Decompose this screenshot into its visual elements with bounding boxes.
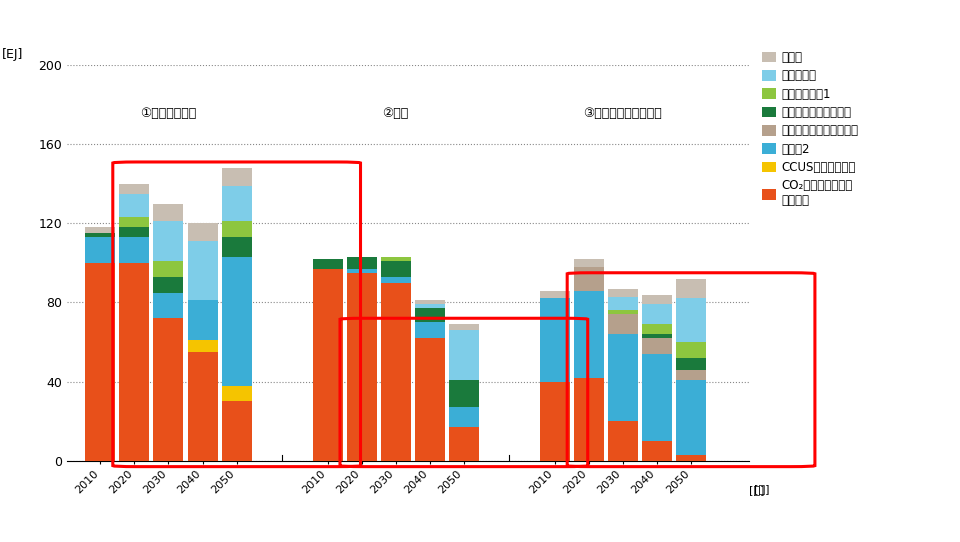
- Bar: [449, 407, 479, 427]
- Bar: [119, 193, 150, 217]
- Bar: [222, 221, 252, 237]
- Bar: [154, 221, 183, 261]
- Bar: [676, 370, 706, 379]
- Bar: [119, 237, 150, 263]
- Bar: [642, 441, 672, 461]
- Bar: [676, 342, 706, 358]
- Bar: [574, 291, 604, 378]
- Bar: [676, 379, 706, 455]
- Bar: [187, 241, 218, 300]
- Bar: [222, 401, 252, 461]
- Bar: [676, 299, 706, 342]
- Bar: [85, 227, 115, 233]
- Bar: [154, 318, 183, 461]
- Bar: [154, 277, 183, 293]
- Text: [年]: [年]: [749, 485, 764, 495]
- Bar: [187, 340, 218, 352]
- Bar: [313, 259, 343, 269]
- Bar: [642, 324, 672, 334]
- Text: [EJ]: [EJ]: [2, 48, 23, 61]
- Bar: [449, 324, 479, 330]
- Bar: [676, 358, 706, 370]
- Bar: [574, 378, 604, 461]
- Bar: [540, 291, 569, 299]
- Bar: [642, 354, 672, 441]
- Bar: [449, 379, 479, 407]
- Bar: [574, 259, 604, 267]
- Bar: [608, 288, 637, 296]
- Bar: [449, 330, 479, 379]
- Text: ②運輸: ②運輸: [383, 107, 409, 120]
- Bar: [222, 168, 252, 186]
- Bar: [222, 257, 252, 385]
- Bar: [119, 263, 150, 461]
- Bar: [540, 382, 569, 461]
- Bar: [676, 279, 706, 299]
- Bar: [347, 257, 376, 269]
- Bar: [222, 186, 252, 221]
- Bar: [381, 283, 411, 461]
- Bar: [642, 305, 672, 324]
- Bar: [85, 237, 115, 263]
- Bar: [415, 322, 444, 338]
- Bar: [642, 334, 672, 338]
- Bar: [154, 203, 183, 221]
- Bar: [347, 273, 376, 461]
- Bar: [187, 300, 218, 340]
- Bar: [347, 269, 376, 273]
- Legend: その他, 水素ベース, 他の再エネ＊1, 新型バイオエネルギー, 在来型バイオエネルギー, 電気＊2, CCUS付き化石燃料, CO₂削減対策なしの
化石燃料: その他, 水素ベース, 他の再エネ＊1, 新型バイオエネルギー, 在来型バイオエ…: [761, 51, 858, 208]
- Bar: [119, 227, 150, 237]
- Bar: [222, 237, 252, 257]
- Bar: [85, 263, 115, 461]
- Bar: [222, 385, 252, 401]
- Bar: [154, 293, 183, 318]
- Bar: [574, 267, 604, 291]
- Bar: [415, 300, 444, 305]
- Text: ①産業（工場）: ①産業（工場）: [140, 107, 197, 120]
- Bar: [608, 314, 637, 334]
- Bar: [608, 296, 637, 311]
- Bar: [676, 455, 706, 461]
- Bar: [313, 269, 343, 461]
- Bar: [119, 217, 150, 227]
- Bar: [187, 352, 218, 461]
- Bar: [415, 308, 444, 322]
- Bar: [415, 305, 444, 308]
- Bar: [381, 261, 411, 277]
- Bar: [608, 421, 637, 461]
- Bar: [187, 223, 218, 241]
- Bar: [381, 257, 411, 261]
- Bar: [540, 299, 569, 382]
- Text: [年]: [年]: [754, 485, 769, 494]
- Bar: [608, 311, 637, 314]
- Bar: [642, 294, 672, 305]
- Bar: [119, 184, 150, 193]
- Bar: [154, 261, 183, 277]
- Bar: [449, 427, 479, 461]
- Bar: [415, 338, 444, 461]
- Bar: [608, 334, 637, 421]
- Bar: [85, 233, 115, 237]
- Bar: [381, 277, 411, 283]
- Text: ③建物（家庭、業務）: ③建物（家庭、業務）: [584, 107, 662, 120]
- Bar: [642, 338, 672, 354]
